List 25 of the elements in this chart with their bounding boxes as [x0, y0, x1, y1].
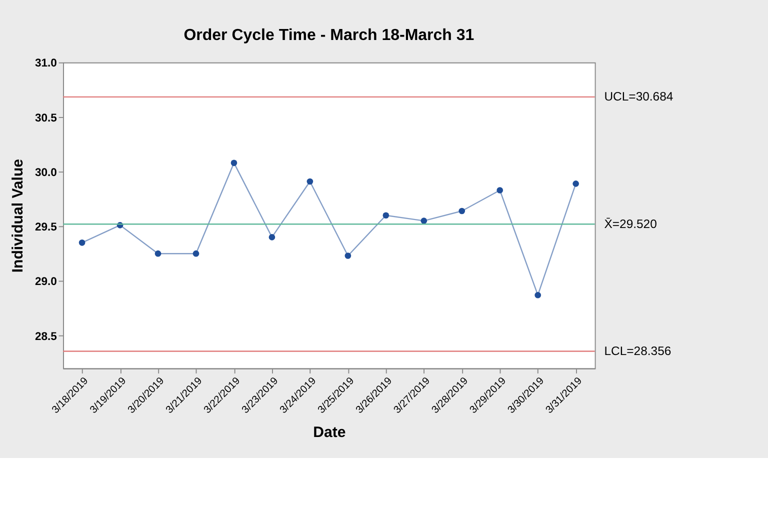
y-tick-label: 31.0 — [34, 58, 57, 70]
chart-title: Order Cycle Time - March 18-March 31 — [184, 26, 474, 44]
point — [534, 292, 542, 298]
point — [496, 187, 504, 194]
point — [382, 212, 390, 219]
y-tick-label: 30.5 — [34, 112, 57, 124]
point — [420, 218, 428, 224]
y-tick-label: 29.0 — [34, 276, 57, 288]
point — [458, 208, 466, 214]
x-axis-title: Date — [313, 424, 346, 441]
y-tick-label: 30.0 — [34, 166, 57, 179]
y-tick-label: 29.5 — [34, 222, 57, 234]
point — [230, 160, 238, 166]
point — [78, 240, 86, 246]
point — [268, 234, 276, 240]
y-tick-label: 28.5 — [34, 330, 57, 343]
point — [344, 252, 352, 259]
y-axis-title: Individual Value — [10, 158, 27, 273]
point — [192, 250, 200, 257]
ref-line-label: UCL=30.684 — [604, 90, 674, 104]
ref-line-label: X̄=29.520 — [604, 216, 658, 231]
point — [306, 178, 314, 185]
ref-line-label: LCL=28.356 — [604, 344, 672, 358]
point — [572, 180, 579, 187]
point — [154, 250, 162, 257]
